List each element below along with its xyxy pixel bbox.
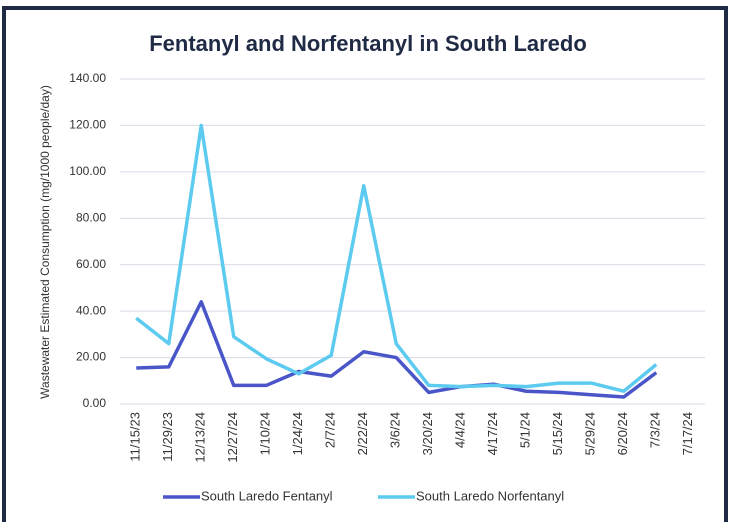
y-tick-label: 40.00 bbox=[76, 303, 106, 317]
x-tick-label: 7/17/24 bbox=[680, 412, 695, 455]
y-tick-label: 120.00 bbox=[69, 118, 106, 132]
series-line bbox=[136, 300, 658, 399]
legend-label: South Laredo Fentanyl bbox=[201, 488, 333, 503]
y-axis-label: Wastewater Estimated Consumption (mg/100… bbox=[38, 85, 52, 399]
chart-title: Fentanyl and Norfentanyl in South Laredo bbox=[149, 31, 587, 56]
y-tick-label: 100.00 bbox=[69, 164, 106, 178]
series-line bbox=[135, 123, 658, 393]
x-tick-label: 12/27/24 bbox=[225, 412, 240, 463]
x-tick-label: 12/13/24 bbox=[193, 412, 208, 463]
y-tick-label: 60.00 bbox=[76, 257, 106, 271]
x-tick-label: 1/10/24 bbox=[258, 412, 273, 455]
y-tick-label: 80.00 bbox=[76, 210, 106, 224]
legend-label: South Laredo Norfentanyl bbox=[416, 488, 564, 503]
x-tick-label: 4/17/24 bbox=[485, 412, 500, 455]
x-tick-label: 3/6/24 bbox=[388, 412, 403, 448]
x-tick-label: 5/29/24 bbox=[583, 412, 598, 455]
y-tick-label: 140.00 bbox=[69, 71, 106, 85]
x-tick-label: 1/24/24 bbox=[290, 412, 305, 455]
x-tick-label: 5/1/24 bbox=[518, 412, 533, 448]
x-tick-label: 2/7/24 bbox=[323, 412, 338, 448]
y-tick-label: 20.00 bbox=[76, 350, 106, 364]
y-tick-label: 0.00 bbox=[83, 396, 107, 410]
x-tick-label: 4/4/24 bbox=[453, 412, 468, 448]
x-tick-label: 6/20/24 bbox=[615, 412, 630, 455]
x-tick-label: 3/20/24 bbox=[420, 412, 435, 455]
x-tick-label: 11/29/23 bbox=[160, 412, 175, 462]
x-tick-label: 7/3/24 bbox=[648, 412, 663, 448]
x-tick-label: 11/15/23 bbox=[128, 412, 143, 462]
x-tick-label: 5/15/24 bbox=[550, 412, 565, 455]
x-tick-label: 2/22/24 bbox=[355, 412, 370, 455]
